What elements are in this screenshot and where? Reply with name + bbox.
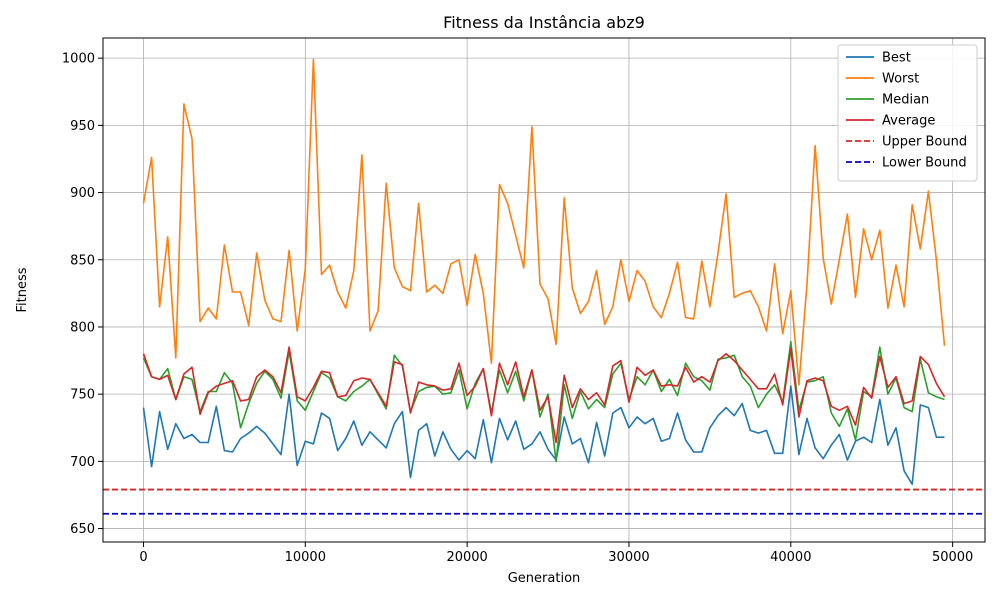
y-axis-label: Fitness xyxy=(15,267,30,312)
x-tick-label: 50000 xyxy=(932,550,973,565)
series-line-median xyxy=(142,340,945,463)
y-tick-label: 700 xyxy=(70,455,95,470)
x-axis-label: Generation xyxy=(508,571,581,586)
legend: Best Worst Median Average Upper Bound Lower B… xyxy=(837,44,978,182)
x-axis-ticks: 0 10000 20000 30000 40000 50000 xyxy=(139,542,973,565)
legend-label: Median xyxy=(882,93,929,108)
y-tick-label: 1000 xyxy=(62,52,95,67)
legend-box xyxy=(837,44,978,182)
y-tick-label: 800 xyxy=(70,320,95,335)
series-line-worst xyxy=(142,58,946,386)
chart-title: Fitness da Instância abz9 xyxy=(443,13,645,32)
legend-label: Worst xyxy=(882,72,919,87)
y-tick-label: 850 xyxy=(70,253,95,268)
reference-lines xyxy=(103,488,985,515)
legend-label: Average xyxy=(882,114,935,129)
y-tick-label: 750 xyxy=(70,388,95,403)
series-line-best xyxy=(142,385,945,486)
y-axis-ticks: 650 700 750 800 850 900 950 1000 xyxy=(62,52,103,537)
y-tick-label: 950 xyxy=(70,119,95,134)
series-line-average xyxy=(142,346,946,444)
x-tick-label: 0 xyxy=(139,550,147,565)
plot-frame xyxy=(102,37,986,543)
legend-label: Upper Bound xyxy=(882,135,967,150)
y-tick-label: 900 xyxy=(70,186,95,201)
x-tick-label: 40000 xyxy=(770,550,811,565)
x-tick-label: 20000 xyxy=(446,550,487,565)
x-tick-label: 10000 xyxy=(285,550,326,565)
x-tick-label: 30000 xyxy=(608,550,649,565)
y-tick-label: 650 xyxy=(70,522,95,537)
legend-label: Lower Bound xyxy=(882,156,967,171)
series-lines xyxy=(142,58,946,486)
legend-label: Best xyxy=(882,51,911,66)
